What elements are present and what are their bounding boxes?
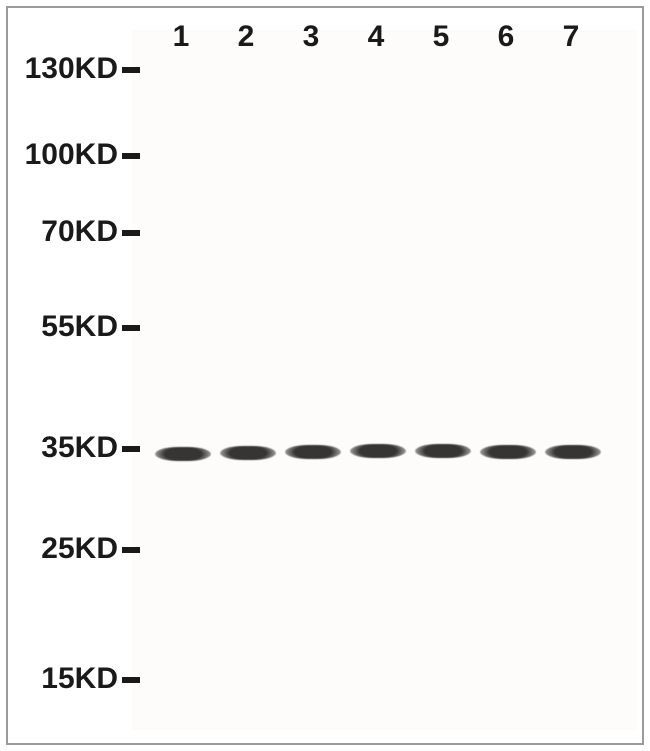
mw-label: 70KD <box>41 215 118 249</box>
mw-label: 130KD <box>25 52 118 86</box>
mw-tick <box>122 325 140 331</box>
protein-band <box>220 446 276 460</box>
mw-tick <box>122 67 140 73</box>
protein-band <box>480 445 536 459</box>
lane-label: 4 <box>361 20 391 54</box>
mw-label: 55KD <box>41 310 118 344</box>
mw-tick <box>122 153 140 159</box>
protein-band <box>285 445 341 459</box>
mw-label: 35KD <box>41 431 118 465</box>
lane-label: 3 <box>296 20 326 54</box>
protein-band <box>415 444 471 458</box>
mw-label: 25KD <box>41 532 118 566</box>
mw-label: 15KD <box>41 662 118 696</box>
membrane-area <box>132 30 637 730</box>
lane-label: 2 <box>231 20 261 54</box>
lane-label: 6 <box>491 20 521 54</box>
protein-band <box>350 444 406 458</box>
mw-tick <box>122 446 140 452</box>
lane-label: 7 <box>556 20 586 54</box>
mw-tick <box>122 677 140 683</box>
lane-label: 5 <box>426 20 456 54</box>
protein-band <box>545 445 601 459</box>
lane-label: 1 <box>166 20 196 54</box>
mw-label: 100KD <box>25 138 118 172</box>
mw-tick <box>122 230 140 236</box>
protein-band <box>155 447 211 461</box>
mw-tick <box>122 547 140 553</box>
